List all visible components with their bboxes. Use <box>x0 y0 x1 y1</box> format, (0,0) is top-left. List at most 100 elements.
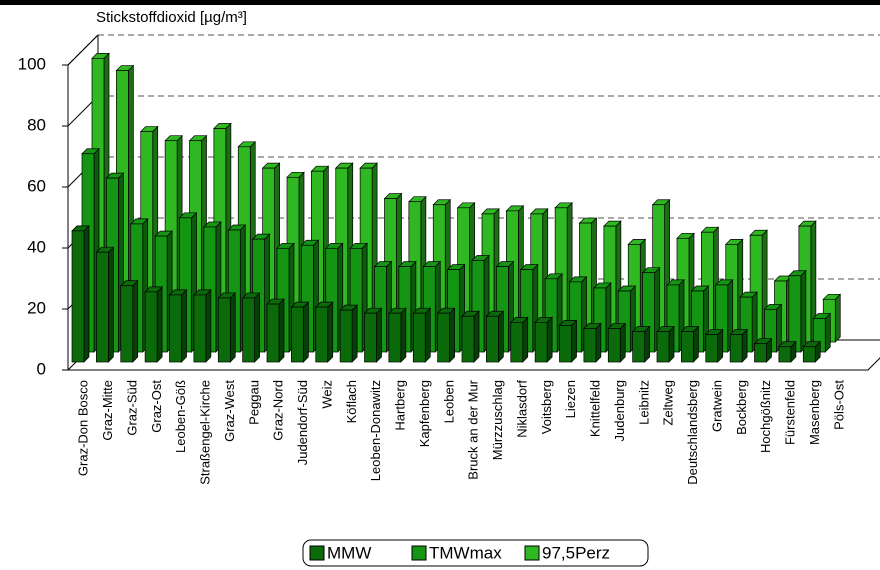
x-tick-label: Peggau <box>246 380 261 425</box>
x-tick-label: Leoben <box>441 380 456 423</box>
bar <box>680 325 700 363</box>
bar-front <box>681 331 694 363</box>
bar <box>739 291 758 353</box>
x-tick-label: Leoben-Donawitz <box>368 380 383 481</box>
bar <box>266 298 285 363</box>
bar-front <box>193 294 207 363</box>
bar <box>119 279 139 363</box>
bar-front <box>534 322 548 363</box>
x-tick-label: Kapfenberg <box>417 380 432 447</box>
bar-front <box>291 306 304 363</box>
bar-side <box>400 307 407 363</box>
x-tick-label: Voitsberg <box>539 380 554 434</box>
bar <box>217 292 237 363</box>
bar-front <box>388 312 402 363</box>
bar-front <box>169 294 182 363</box>
bar <box>95 246 115 363</box>
bar <box>388 307 407 363</box>
bar-front <box>486 315 499 363</box>
bar-front <box>778 346 792 363</box>
x-tick-label: Knittelfeld <box>588 380 603 437</box>
bar-front <box>632 331 645 363</box>
x-tick-label: Graz-Nord <box>271 380 286 441</box>
bar-side <box>741 328 748 363</box>
bar <box>168 289 188 363</box>
bar <box>656 325 675 363</box>
bar <box>363 307 383 363</box>
bar-front <box>315 306 329 363</box>
bar-side <box>254 292 260 363</box>
bar <box>461 310 480 363</box>
top-border <box>0 0 880 5</box>
bar-side <box>229 292 236 363</box>
bar <box>704 328 724 363</box>
bar <box>558 319 578 363</box>
bar-front <box>461 315 475 363</box>
bar-front <box>583 328 597 363</box>
x-tick-label: Hochgößnitz <box>758 380 773 453</box>
y-tick-label: 60 <box>27 176 46 195</box>
x-tick-label: Leoben-Göß <box>173 380 188 453</box>
bar-side <box>327 301 334 363</box>
wall-grid <box>67 34 99 66</box>
bar-side <box>205 289 212 363</box>
bar-front <box>217 297 231 363</box>
y-tick-label: 0 <box>37 359 46 378</box>
bar <box>485 310 505 363</box>
x-tick-label: Bockberg <box>734 380 749 435</box>
x-tick-label: Gratwein <box>709 380 724 432</box>
bar-side <box>132 279 139 363</box>
x-tick-label: Graz-Mitte <box>100 380 115 441</box>
bar-front <box>242 297 255 363</box>
bar-front <box>412 312 426 363</box>
bar <box>802 340 822 363</box>
legend-swatch <box>309 545 325 561</box>
y-tick-label: 20 <box>27 298 46 317</box>
bar <box>534 316 553 363</box>
x-tick-label: Straßengel-Kirche <box>198 380 213 485</box>
x-tick-label: Leibnitz <box>636 380 651 425</box>
x-tick-label: Weiz <box>319 380 334 409</box>
bar <box>314 301 334 363</box>
y-tick-label: 40 <box>27 237 46 256</box>
bar-side <box>108 246 114 363</box>
bar-front <box>364 312 377 363</box>
bar-side <box>449 307 455 363</box>
bar-front <box>437 312 450 363</box>
x-tick-label: Zeltweg <box>661 380 676 426</box>
bar <box>788 269 807 353</box>
legend-label: TMWmax <box>429 543 502 562</box>
bar <box>631 325 651 363</box>
x-tick-label: Köflach <box>344 380 359 423</box>
x-tick-label: Niklasdorf <box>514 380 529 438</box>
x-tick-label: Fürstenfeld <box>783 380 798 445</box>
bar <box>290 301 310 363</box>
bar <box>339 304 358 363</box>
bar-side <box>181 289 187 363</box>
chart-title: Stickstoffdioxid [µg/m³] <box>96 9 247 26</box>
x-tick-label: Graz-Don Bosco <box>76 380 91 476</box>
bar-side <box>351 304 358 363</box>
bar-side <box>424 307 431 363</box>
bar-side <box>619 322 626 363</box>
bar-front <box>559 325 572 363</box>
legend-box <box>302 539 649 567</box>
bar <box>509 316 529 363</box>
x-tick-label: Graz-West <box>222 380 237 442</box>
legend-label: MMW <box>327 543 371 562</box>
bar <box>583 322 602 363</box>
bar-side <box>156 286 163 363</box>
x-tick-label: Liezen <box>563 380 578 418</box>
y-tick-label: 80 <box>27 115 46 134</box>
x-tick-label: Judendorf-Süd <box>295 380 310 465</box>
x-tick-label: Graz-Süd <box>124 380 139 436</box>
bar-side <box>644 325 650 363</box>
legend-swatch <box>411 545 427 561</box>
bar-front <box>120 285 134 363</box>
x-tick-label: Hartberg <box>393 380 408 431</box>
bar-front <box>266 303 280 363</box>
bar-side <box>303 301 309 363</box>
bar-side <box>693 325 699 363</box>
bar-front <box>754 343 767 363</box>
bar-side <box>473 310 480 363</box>
